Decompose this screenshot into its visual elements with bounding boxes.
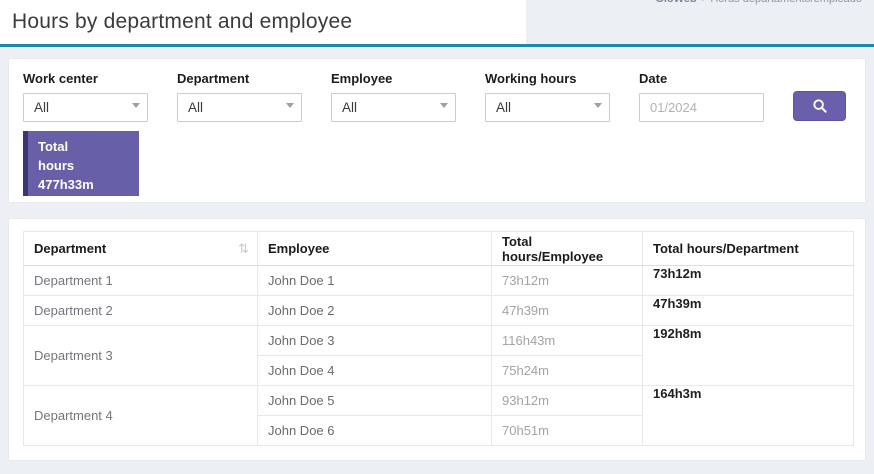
employee-select[interactable]: All — [331, 93, 456, 122]
column-header-department[interactable]: Department ⇅ — [23, 231, 258, 266]
total-hours-value: 477h33m — [38, 176, 94, 192]
working-hours-label: Working hours — [485, 71, 577, 86]
filter-field-working-hours: Working hours All — [485, 67, 610, 122]
table-header-row: Department ⇅ Employee Total hours/Employ… — [23, 231, 854, 266]
department-cell: Department 4 — [23, 385, 258, 446]
employee-cell: John Doe 5 — [257, 385, 492, 416]
table-row: Department 3 John Doe 3 116h43m 192h8m — [23, 325, 854, 386]
department-label: Department — [177, 71, 250, 86]
filter-panel: Work center All Department All Employee — [8, 58, 866, 203]
department-total-cell: 192h8m — [642, 325, 854, 386]
department-total-cell: 164h3m — [642, 385, 854, 446]
work-center-select[interactable]: All — [23, 93, 148, 122]
breadcrumb-separator: › — [702, 0, 706, 5]
search-icon — [812, 98, 828, 114]
filter-field-department: Department All — [177, 67, 302, 122]
employee-label: Employee — [331, 71, 393, 86]
employee-cell: John Doe 3 — [257, 325, 492, 356]
total-hours-label-line1: Total — [38, 139, 69, 154]
department-total-cell: 73h12m — [642, 265, 854, 296]
employee-hours-cell: 73h12m — [491, 265, 643, 296]
page-title: Hours by department and employee — [12, 10, 353, 33]
column-header-total-hours-department: Total hours/Department — [642, 231, 854, 266]
filter-field-date: Date — [639, 67, 764, 122]
table-row: Department 4 John Doe 5 93h12m 164h3m — [23, 385, 854, 446]
table-row: Department 2 John Doe 2 47h39m 47h39m — [23, 295, 854, 326]
employee-hours-cell: 75h24m — [491, 355, 643, 386]
column-header-employee: Employee — [257, 231, 492, 266]
total-hours-label-line2: hours — [38, 157, 75, 173]
breadcrumb-app-link[interactable]: GloWeb — [655, 0, 696, 5]
table-row: Department 1 John Doe 1 73h12m 73h12m — [23, 265, 854, 296]
table-panel: Department ⇅ Employee Total hours/Employ… — [8, 218, 866, 461]
search-button[interactable] — [793, 91, 846, 121]
employee-hours-cell: 70h51m — [491, 415, 643, 446]
breadcrumb: GloWeb › Horas departamento/empleado — [655, 0, 862, 5]
work-center-label: Work center — [23, 71, 98, 86]
date-label: Date — [639, 71, 668, 86]
working-hours-select[interactable]: All — [485, 93, 610, 122]
page-header: GloWeb › Horas departamento/empleado Hours… — [0, 0, 874, 47]
department-cell: Department 1 — [23, 265, 258, 296]
employee-cell: John Doe 1 — [257, 265, 492, 296]
breadcrumb-current-page: Horas departamento/empleado — [710, 0, 862, 5]
table-row: John Doe 6 70h51m — [24, 415, 854, 446]
total-hours-card: Total hours 477h33m — [23, 131, 139, 196]
employee-cell: John Doe 6 — [257, 415, 492, 446]
employee-hours-cell: 47h39m — [491, 295, 643, 326]
employee-cell: John Doe 2 — [257, 295, 492, 326]
employee-hours-cell: 93h12m — [491, 385, 643, 416]
hours-table: Department ⇅ Employee Total hours/Employ… — [23, 231, 854, 446]
employee-hours-cell: 116h43m — [491, 325, 643, 356]
department-cell: Department 2 — [23, 295, 258, 326]
department-total-cell: 47h39m — [642, 295, 854, 326]
department-cell: Department 3 — [23, 325, 258, 386]
column-header-total-hours-employee: Total hours/Employee — [491, 231, 643, 266]
department-select[interactable]: All — [177, 93, 302, 122]
date-input[interactable] — [639, 93, 764, 122]
employee-cell: John Doe 4 — [257, 355, 492, 386]
filter-field-employee: Employee All — [331, 67, 456, 122]
table-row: John Doe 4 75h24m — [24, 355, 854, 386]
filter-field-work-center: Work center All — [23, 67, 148, 122]
sort-icon[interactable]: ⇅ — [238, 241, 249, 256]
